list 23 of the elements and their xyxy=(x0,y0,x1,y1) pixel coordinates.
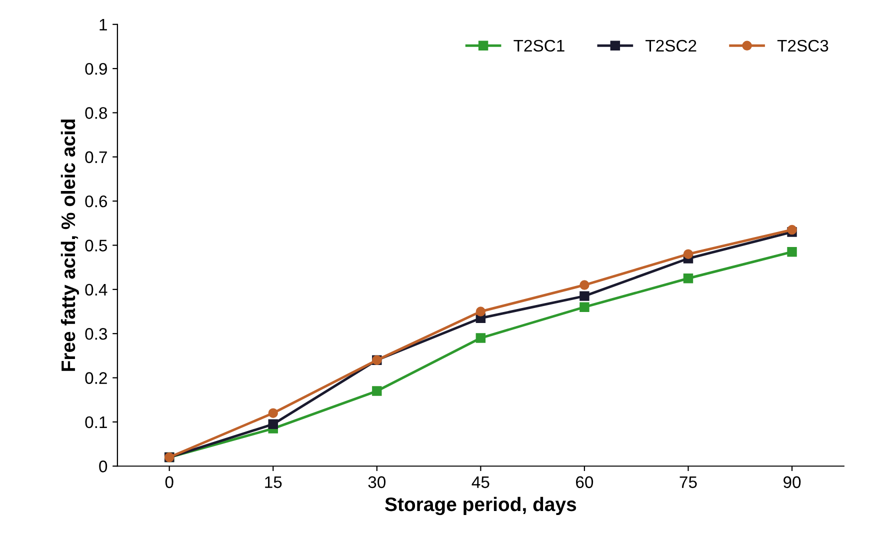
x-axis-title: Storage period, days xyxy=(385,496,576,516)
legend-label: T2SC2 xyxy=(646,40,696,52)
x-tick-label: 75 xyxy=(680,476,697,488)
y-tick-label: 0.7 xyxy=(85,151,107,164)
legend-label: T2SC1 xyxy=(514,40,564,52)
y-tick-label: 0.8 xyxy=(85,107,108,119)
y-axis-title: Free fatty acid, % oleic acid xyxy=(60,120,80,371)
x-tick-label: 15 xyxy=(265,476,282,488)
y-tick-label: 1 xyxy=(100,18,107,30)
y-tick-label: 0.4 xyxy=(85,284,108,296)
x-tick-label: 45 xyxy=(472,476,490,488)
y-tick-label: 0.5 xyxy=(85,240,108,252)
x-tick-label: 30 xyxy=(368,476,386,488)
y-tick-label: 0.6 xyxy=(85,195,107,208)
y-tick-label: 0.1 xyxy=(85,416,107,428)
y-tick-label: 0.2 xyxy=(85,372,107,384)
y-tick-label: 0 xyxy=(99,460,108,472)
x-tick-label: 60 xyxy=(576,476,594,488)
x-tick-label: 0 xyxy=(165,476,174,488)
y-tick-label: 0.9 xyxy=(85,62,107,75)
x-tick-label: 90 xyxy=(784,476,801,488)
legend-label: T2SC3 xyxy=(777,40,828,52)
y-tick-label: 0.3 xyxy=(85,328,107,340)
